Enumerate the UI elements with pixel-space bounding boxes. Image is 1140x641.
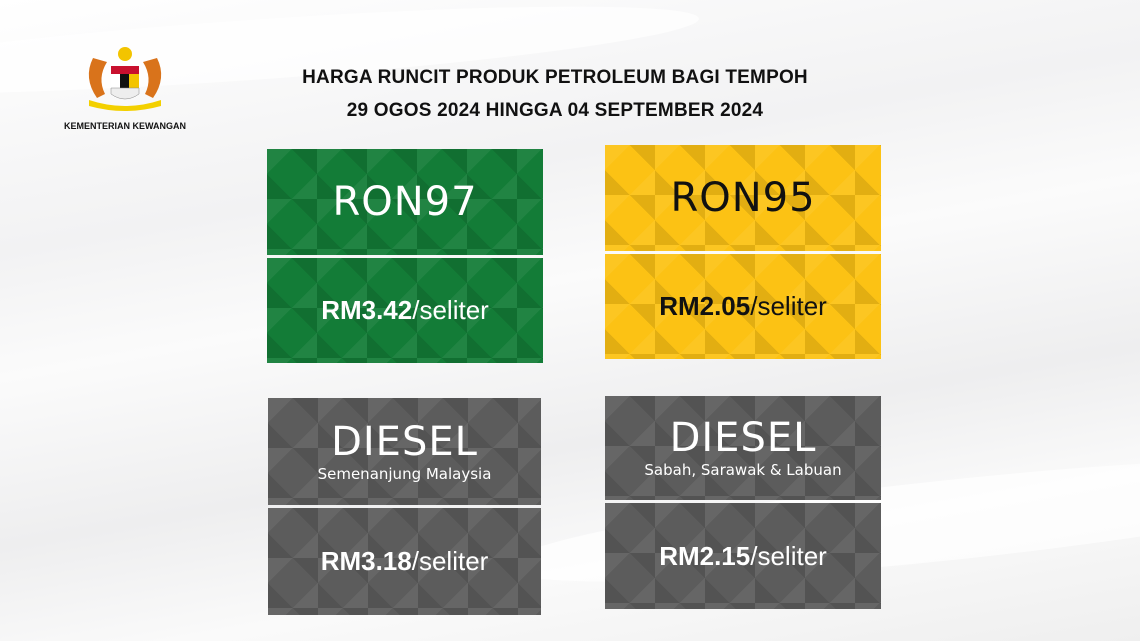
- card-ron95-header: RON95: [605, 145, 881, 251]
- fuel-price: RM2.05/seliter: [659, 291, 827, 322]
- card-diesel-semenanjung-price: RM3.18/seliter: [268, 508, 541, 615]
- fuel-region: Sabah, Sarawak & Labuan: [644, 461, 842, 479]
- card-ron95-price: RM2.05/seliter: [605, 254, 881, 359]
- price-value: RM3.18: [320, 546, 412, 576]
- fuel-name: DIESEL: [331, 418, 478, 465]
- card-diesel-sabah-header: DIESEL Sabah, Sarawak & Labuan: [605, 396, 881, 500]
- ministry-label: KEMENTERIAN KEWANGAN: [63, 121, 186, 131]
- price-unit: /seliter: [750, 540, 827, 571]
- card-diesel-sabah-price: RM2.15/seliter: [605, 503, 881, 609]
- price-value: RM3.42: [321, 295, 413, 325]
- price-unit: /seliter: [411, 546, 489, 576]
- ministry-logo: KEMENTERIAN KEWANGAN: [55, 44, 195, 136]
- fuel-region: Semenanjung Malaysia: [317, 464, 492, 483]
- fuel-name: RON97: [332, 179, 478, 225]
- price-unit: /seliter: [412, 295, 489, 325]
- fuel-price: RM2.15/seliter: [659, 541, 827, 572]
- card-ron97-header: RON97: [267, 149, 543, 255]
- fuel-name: RON95: [670, 175, 816, 221]
- page-title-line1: HARGA RUNCIT PRODUK PETROLEUM BAGI TEMPO…: [302, 67, 808, 88]
- fuel-price: RM3.42/seliter: [321, 295, 489, 326]
- fuel-price: RM3.18/seliter: [321, 546, 489, 577]
- fuel-name: DIESEL: [669, 415, 817, 461]
- price-value: RM2.15: [659, 540, 751, 571]
- price-unit: /seliter: [750, 291, 827, 321]
- card-diesel-semenanjung-header: DIESEL Semenanjung Malaysia: [268, 398, 541, 505]
- card-ron97-price: RM3.42/seliter: [267, 258, 543, 363]
- page-title-line2: 29 OGOS 2024 HINGGA 04 SEPTEMBER 2024: [346, 100, 764, 121]
- coat-of-arms-icon: [88, 47, 162, 111]
- price-value: RM2.05: [659, 291, 751, 321]
